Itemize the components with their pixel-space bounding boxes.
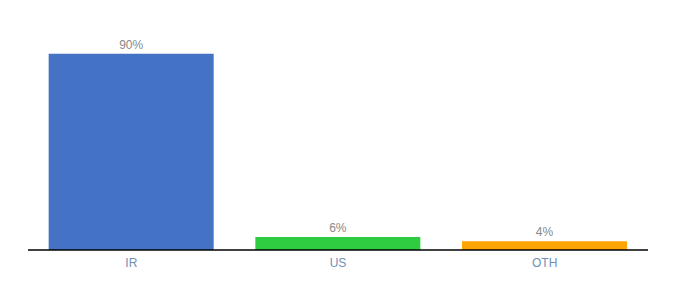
- svg-text:OTH: OTH: [532, 256, 557, 270]
- svg-text:IR: IR: [125, 256, 137, 270]
- svg-text:US: US: [330, 256, 347, 270]
- svg-text:4%: 4%: [536, 225, 554, 239]
- svg-text:6%: 6%: [329, 221, 347, 235]
- svg-text:90%: 90%: [119, 38, 143, 52]
